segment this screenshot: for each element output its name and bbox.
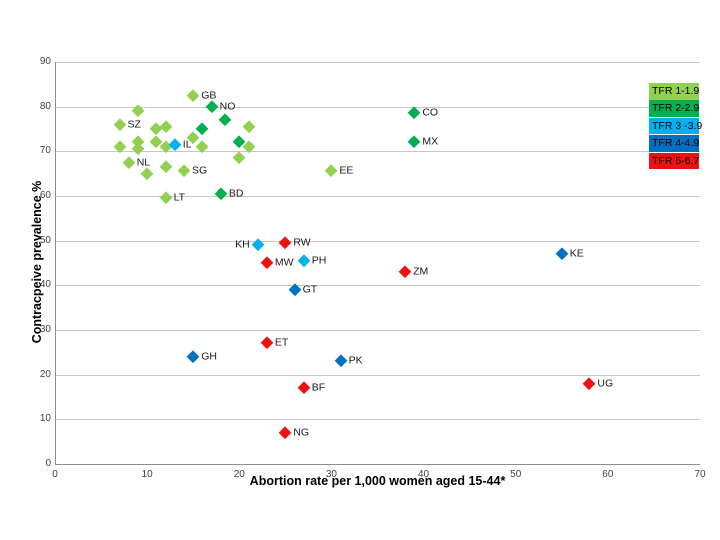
y-tick-label-50: 50	[39, 234, 51, 246]
y-tick-label-40: 40	[39, 279, 51, 291]
x-axis-line	[55, 464, 700, 465]
data-point-label: RW	[293, 236, 311, 249]
data-point-label: MW	[274, 256, 294, 269]
data-point-label: ZM	[413, 265, 429, 278]
diamond-marker	[140, 167, 154, 181]
gridline-y-70	[55, 151, 700, 153]
data-point-label: NL	[136, 156, 151, 168]
legend-item: TFR 5-6.7	[649, 152, 699, 170]
gridline-y-80	[55, 106, 700, 108]
x-tick-label-20: 20	[233, 469, 245, 480]
diamond-marker	[297, 381, 311, 395]
y-tick-label-30: 30	[39, 324, 51, 335]
x-tick-label-70: 70	[694, 469, 706, 480]
data-point-label: IL	[182, 138, 192, 151]
diamond-marker	[334, 354, 348, 368]
x-tick-label-0: 0	[52, 469, 58, 480]
diamond-marker	[195, 122, 210, 136]
diamond-marker	[260, 336, 274, 351]
data-point-label: CO	[422, 106, 439, 119]
data-point-label: PK	[348, 354, 363, 367]
data-point-label: BF	[311, 381, 326, 394]
diamond-marker	[205, 100, 219, 114]
diamond-marker	[582, 376, 597, 391]
data-point-label: LT	[173, 191, 186, 204]
legend-item: TFR 1-1.9	[649, 83, 699, 100]
gridline-y-10	[55, 419, 700, 421]
diamond-marker	[122, 155, 136, 170]
data-point-label: PH	[311, 254, 327, 267]
y-axis-line	[55, 62, 56, 464]
y-tick-label-80: 80	[39, 100, 51, 112]
data-point-label: NG	[293, 426, 310, 439]
diamond-marker	[407, 135, 421, 150]
gridline-y-20	[55, 374, 700, 376]
y-axis-title: Contracpeive prevalence %	[30, 180, 44, 344]
y-tick-label-20: 20	[39, 368, 51, 380]
diamond-marker	[158, 160, 173, 174]
data-point-label: SG	[192, 164, 208, 177]
data-point-label: GB	[201, 89, 217, 101]
legend-item: TFR 2-2.9	[649, 100, 699, 117]
diamond-marker	[112, 117, 127, 132]
legend-item: TFR 4-4.9	[649, 135, 699, 152]
data-point-label: SZ	[127, 118, 141, 131]
x-tick-label-50: 50	[510, 469, 522, 480]
x-tick-label-60: 60	[602, 469, 614, 480]
y-tick-label-70: 70	[39, 145, 51, 157]
x-axis-title: Abortion rate per 1,000 women aged 15-44…	[249, 474, 506, 488]
gridline-y-30	[55, 330, 700, 331]
gridline-y-50	[55, 240, 700, 242]
diamond-marker	[186, 88, 200, 103]
x-tick-label-40: 40	[418, 469, 430, 480]
x-tick-label-10: 10	[141, 469, 153, 480]
diamond-marker	[177, 164, 191, 179]
diamond-marker	[324, 164, 339, 179]
data-point-label: GH	[201, 350, 217, 363]
y-tick-label-10: 10	[39, 413, 51, 425]
data-point-label: UG	[597, 377, 614, 390]
diamond-marker	[186, 350, 200, 364]
data-point-label: KE	[569, 247, 584, 260]
x-tick-label-30: 30	[325, 469, 337, 480]
data-point-label: MX	[422, 135, 439, 148]
diamond-marker	[278, 426, 292, 440]
diamond-marker	[241, 120, 256, 134]
diamond-marker	[158, 191, 173, 205]
data-point-label: NO	[219, 100, 236, 113]
data-point-label: BD	[228, 187, 244, 200]
data-point-label: KH	[235, 238, 250, 251]
data-point-label: EE	[339, 164, 354, 177]
diamond-marker	[407, 106, 421, 120]
diamond-marker	[278, 236, 292, 250]
diamond-marker	[260, 256, 274, 270]
data-point-label: GT	[302, 283, 318, 296]
data-point-label: ET	[274, 336, 289, 349]
diamond-marker	[214, 187, 228, 201]
y-tick-label-0: 0	[45, 458, 51, 469]
y-tick-label-60: 60	[39, 190, 51, 201]
gridline-y-60	[55, 196, 700, 197]
y-tick-label-90: 90	[39, 56, 51, 67]
diamond-marker	[398, 265, 412, 279]
diamond-marker	[218, 113, 233, 127]
diamond-marker	[297, 254, 311, 268]
diamond-marker	[232, 151, 246, 165]
diamond-marker	[555, 247, 569, 261]
gridline-y-40	[55, 285, 700, 287]
legend-item: TFR 3 -3.9	[649, 117, 702, 135]
gridline-y-90	[55, 62, 700, 63]
